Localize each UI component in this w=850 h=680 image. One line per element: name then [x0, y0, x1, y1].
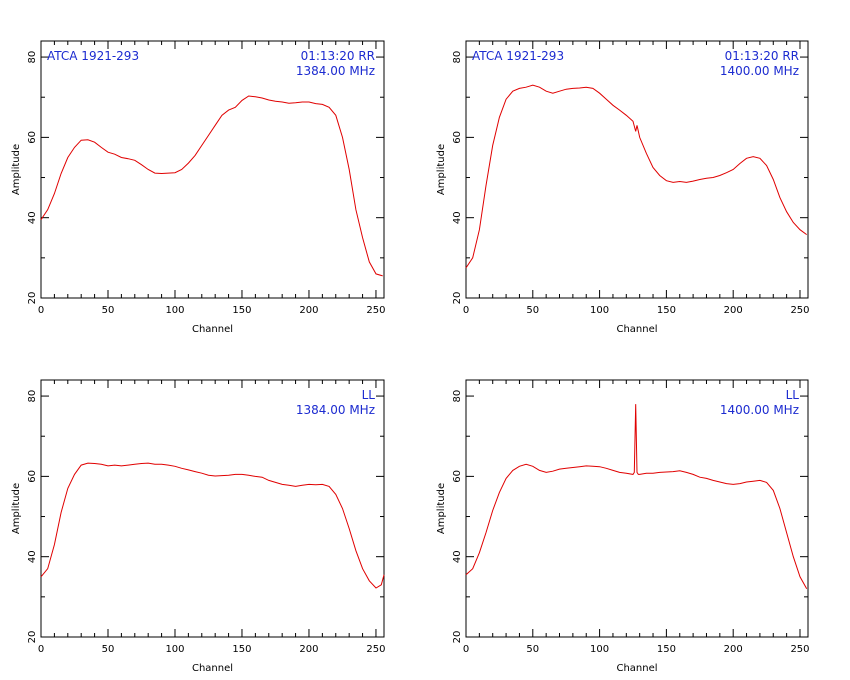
x-tick-label: 150: [657, 644, 676, 655]
amplitude-trace: [40, 95, 383, 277]
x-axis-label: Channel: [616, 663, 657, 674]
x-tick-label: 100: [590, 644, 609, 655]
frequency-label: 1400.00 MHz: [720, 403, 799, 417]
source-label: ATCA 1921-293: [47, 49, 139, 63]
y-tick-label: 80: [452, 51, 463, 64]
x-tick-label: 100: [165, 644, 184, 655]
y-axis-label: Amplitude: [11, 483, 22, 534]
polarization-label: LL: [362, 388, 376, 402]
amplitude-trace: [40, 462, 385, 589]
plot-frame: [40, 40, 385, 299]
frequency-label: 1384.00 MHz: [296, 64, 375, 78]
polarization-label: 01:13:20 RR: [725, 49, 799, 63]
x-axis-label: Channel: [192, 324, 233, 335]
x-tick-label: 100: [165, 305, 184, 316]
x-tick-label: 200: [299, 644, 318, 655]
y-tick-label: 40: [27, 550, 38, 563]
polarization-label: 01:13:20 RR: [301, 49, 375, 63]
frequency-label: 1400.00 MHz: [720, 64, 799, 78]
panel-3: 0 50 100 150 200 250 20 40 60 80 Channel Amplitude L…: [11, 379, 386, 674]
source-label: ATCA 1921-293: [472, 49, 564, 63]
y-tick-label: 20: [27, 631, 38, 644]
y-tick-label: 80: [452, 390, 463, 403]
panel-4: 0 50 100 150 200 250 20 40 60 80 Channel Amplitude L…: [436, 379, 810, 674]
y-tick-label: 60: [27, 131, 38, 144]
panel-2: 0 50 100 150 200 250 20 40 60 80 Channel Amplitude A…: [436, 40, 810, 335]
plot-frame: [465, 40, 809, 299]
x-tick-label: 150: [232, 305, 251, 316]
amplitude-trace: [465, 404, 808, 590]
x-tick-label: 0: [463, 644, 469, 655]
amplitude-trace: [465, 84, 807, 269]
x-tick-label: 150: [232, 644, 251, 655]
y-tick-label: 80: [27, 390, 38, 403]
x-tick-label: 200: [724, 305, 743, 316]
y-tick-label: 20: [452, 631, 463, 644]
plot-frame: [465, 379, 809, 638]
y-axis-label: Amplitude: [436, 144, 447, 195]
y-tick-label: 40: [452, 550, 463, 563]
polarization-label: LL: [786, 388, 800, 402]
x-axis-label: Channel: [616, 324, 657, 335]
x-tick-label: 250: [366, 644, 385, 655]
x-axis-label: Channel: [192, 663, 233, 674]
x-tick-label: 250: [790, 644, 809, 655]
x-tick-label: 250: [790, 305, 809, 316]
x-tick-label: 50: [526, 644, 539, 655]
x-tick-label: 0: [463, 305, 469, 316]
y-tick-label: 20: [452, 292, 463, 305]
plot-frame: [40, 379, 385, 638]
y-tick-label: 60: [27, 470, 38, 483]
panel-1: 0 50 100 150 200 250 20 40 60 80 Channel Amplitude A…: [11, 40, 386, 335]
y-tick-label: 40: [452, 211, 463, 224]
y-tick-label: 60: [452, 470, 463, 483]
y-axis-label: Amplitude: [436, 483, 447, 534]
y-tick-label: 40: [27, 211, 38, 224]
y-tick-label: 80: [27, 51, 38, 64]
x-tick-label: 50: [102, 305, 115, 316]
x-tick-label: 200: [299, 305, 318, 316]
x-tick-label: 50: [526, 305, 539, 316]
x-tick-label: 250: [366, 305, 385, 316]
x-tick-label: 150: [657, 305, 676, 316]
y-tick-label: 60: [452, 131, 463, 144]
y-tick-label: 20: [27, 292, 38, 305]
frequency-label: 1384.00 MHz: [296, 403, 375, 417]
x-tick-label: 0: [38, 644, 44, 655]
x-tick-label: 0: [38, 305, 44, 316]
x-tick-label: 200: [724, 644, 743, 655]
y-axis-label: Amplitude: [11, 144, 22, 195]
x-tick-label: 50: [102, 644, 115, 655]
x-tick-label: 100: [590, 305, 609, 316]
